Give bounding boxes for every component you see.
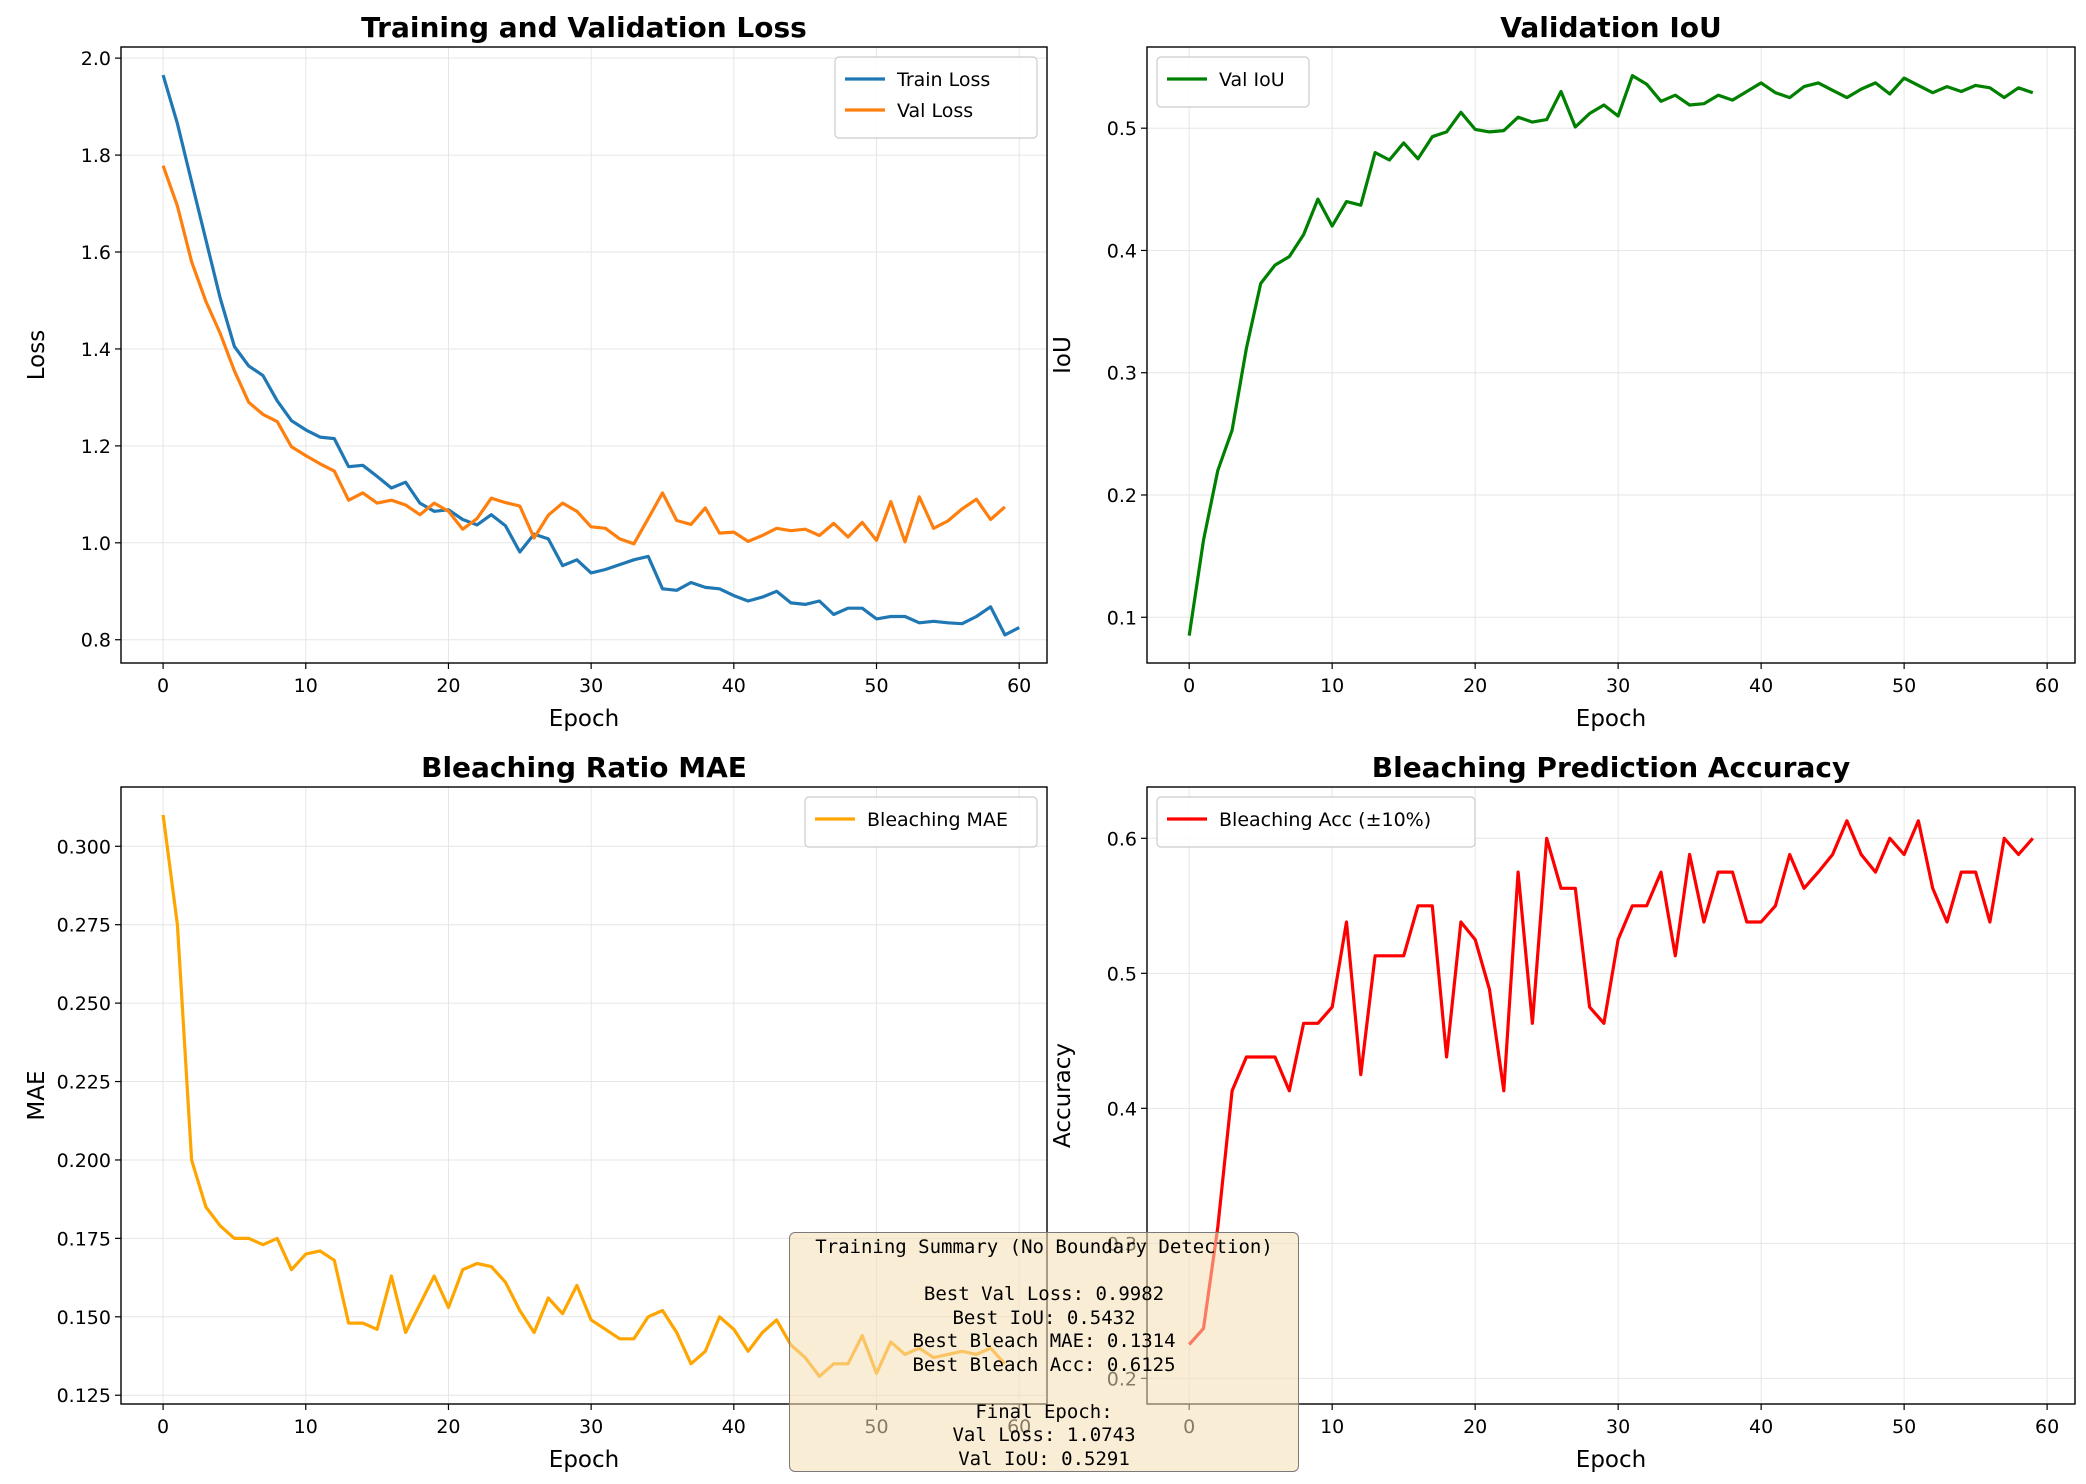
x-axis-label: Epoch [549,1447,619,1473]
y-tick-label: 0.5 [1107,963,1137,985]
y-tick-label: 1.4 [81,339,111,361]
chart-title: Validation IoU [1500,11,1721,44]
legend: Bleaching MAE [804,796,1038,848]
y-axis-label: MAE [24,1070,50,1120]
summary-line: Training Summary (No Boundary Detection) [815,1236,1273,1258]
legend-label: Val Loss [897,100,973,122]
x-tick-label: 0 [157,1416,169,1438]
legend-box [804,796,1038,848]
y-tick-label: 1.6 [81,242,111,264]
training-summary-box: Training Summary (No Boundary Detection)… [789,1232,1299,1472]
series-line-1 [1187,73,2034,636]
y-tick-label: 0.8 [81,630,111,652]
summary-line: Final Epoch: [975,1400,1113,1423]
y-axis-label: Loss [24,330,50,380]
chart-title: Training and Validation Loss [361,11,807,44]
series-line-2 [161,165,1006,546]
x-tick-label: 50 [1892,675,1916,697]
x-tick-label: 20 [436,675,460,697]
summary-line [790,1377,1298,1401]
x-tick-label: 40 [1749,1416,1773,1438]
axes-frame [120,786,1048,1405]
legend-box [1156,56,1310,108]
y-tick-label: 0.275 [57,915,111,937]
summary-line: Val IoU: 0.5291 [958,1447,1130,1470]
x-tick-label: 30 [579,1416,603,1438]
x-tick-label: 60 [2035,675,2059,697]
x-tick-label: 10 [294,1416,318,1438]
legend-box [1156,796,1476,848]
legend-label: Bleaching MAE [867,809,1008,831]
x-tick-label: 40 [722,675,746,697]
x-tick-label: 30 [1606,1416,1630,1438]
x-tick-label: 0 [157,675,169,697]
y-tick-label: 0.300 [57,836,111,858]
y-tick-label: 0.2 [1107,485,1137,507]
x-tick-label: 60 [2035,1416,2059,1438]
summary-line: Best Bleach Acc: 0.6125 [912,1353,1176,1376]
y-tick-label: 1.8 [81,145,111,167]
x-tick-label: 10 [294,675,318,697]
x-tick-label: 40 [1749,675,1773,697]
x-tick-label: 20 [436,1416,460,1438]
y-tick-label: 1.0 [81,533,111,555]
chart-title: Bleaching Ratio MAE [421,751,747,784]
y-tick-label: 0.225 [57,1072,111,1094]
summary-line: Val Loss: 1.0743 [952,1424,1136,1446]
x-tick-label: 0 [1183,675,1195,697]
summary-line: Best IoU: 0.5432 [952,1306,1136,1329]
axes-frame [1146,46,2076,664]
chart-panel-3: 01020304050600.1250.1500.1750.2000.2250.… [24,751,1048,1473]
y-tick-label: 0.4 [1107,1098,1137,1120]
legend-label: Train Loss [896,69,990,91]
y-tick-label: 0.5 [1107,118,1137,140]
y-tick-label: 0.250 [57,993,111,1015]
summary-line: Best Bleach MAE: 0.1314 [912,1330,1176,1352]
series-line-1 [1188,819,2034,1346]
summary-line: Best Val Loss: 0.9982 [923,1283,1165,1305]
x-tick-label: 50 [1892,1416,1916,1438]
y-tick-label: 0.1 [1107,607,1137,629]
x-tick-label: 30 [1606,675,1630,697]
legend: Val IoU [1156,56,1310,108]
x-tick-label: 30 [579,675,603,697]
x-tick-label: 40 [722,1416,746,1438]
x-axis-label: Epoch [1576,1447,1646,1473]
y-tick-label: 0.150 [57,1307,111,1329]
chart-panel-1: 0 10 20 30 40 50 60 0.8 1.0 1.2 1.4 1.6 1.8 2.0 Traini… [24,11,1048,732]
x-tick-label: 10 [1320,675,1344,697]
y-tick-label: 0.4 [1107,240,1137,262]
y-tick-label: 1.2 [81,436,111,458]
legend-label: Val IoU [1219,69,1285,91]
y-axis-label: Accuracy [1050,1043,1076,1148]
legend: Bleaching Acc (±10%) [1156,796,1476,848]
x-tick-label: 50 [864,675,888,697]
x-tick-label: 20 [1463,1416,1487,1438]
chart-title: Bleaching Prediction Accuracy [1372,751,1851,784]
axes-frame [1146,786,2076,1405]
y-tick-label: 0.6 [1107,828,1137,850]
x-axis-label: Epoch [1576,706,1646,732]
axes-frame [120,46,1048,664]
x-tick-label: 10 [1320,1416,1344,1438]
chart-panel-2: 0 10 20 30 40 50 60 0.1 0.2 0.3 0.4 0.5 Validation I… [1050,11,2076,732]
legend-box [834,56,1038,139]
legend-label: Bleaching Acc (±10%) [1219,809,1431,831]
series-line-1 [161,74,1020,637]
y-tick-label: 0.3 [1107,363,1137,385]
legend: Train Loss Val Loss [834,56,1038,139]
summary-line [790,1260,1298,1284]
y-tick-label: 2.0 [81,48,111,70]
x-tick-label: 60 [1007,675,1031,697]
y-tick-label: 0.125 [57,1385,111,1407]
y-tick-label: 0.200 [57,1150,111,1172]
y-axis-label: IoU [1050,336,1076,374]
x-axis-label: Epoch [549,706,619,732]
x-tick-label: 20 [1463,675,1487,697]
y-tick-label: 0.175 [57,1228,111,1250]
